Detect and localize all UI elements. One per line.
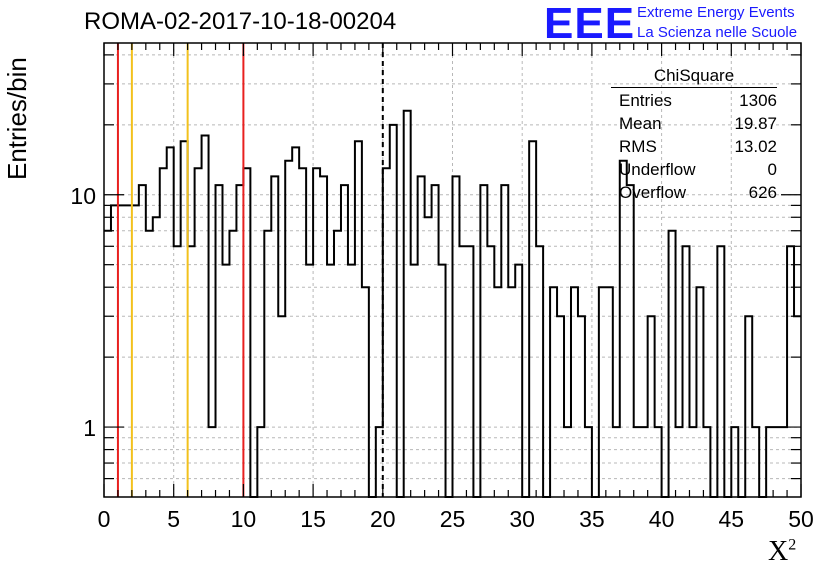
- y-axis-label: Entries/bin: [2, 57, 32, 180]
- stats-row-rms: RMS 13.02: [611, 135, 777, 158]
- stats-label: Overflow: [619, 183, 687, 202]
- stats-row-underflow: Underflow 0: [611, 158, 777, 181]
- stats-label: Mean: [619, 114, 662, 133]
- logo-line-2: La Scienza nelle Scuole: [637, 24, 798, 41]
- x-tick-label: 25: [440, 506, 466, 532]
- stats-row-overflow: Overflow 626: [611, 181, 777, 204]
- y-tick-label: 1: [83, 415, 96, 441]
- x-tick-label: 35: [579, 506, 605, 532]
- stats-value: 1306: [739, 91, 777, 110]
- x-tick-label: 20: [370, 506, 396, 532]
- stats-value: 19.87: [734, 114, 777, 133]
- x-axis-label: X2: [768, 536, 797, 567]
- x-tick-label: 50: [788, 506, 814, 532]
- stats-box-title: ChiSquare: [611, 66, 777, 88]
- x-tick-label: 10: [231, 506, 257, 532]
- x-tick-label: 5: [167, 506, 180, 532]
- x-tick-label: 30: [509, 506, 535, 532]
- stats-label: Entries: [619, 91, 672, 110]
- y-tick-label: 10: [70, 183, 96, 209]
- stats-value: 626: [748, 183, 777, 202]
- logo-line-1: Extreme Energy Events: [637, 4, 795, 21]
- stats-label: RMS: [619, 137, 657, 156]
- stats-value: 13.02: [734, 137, 777, 156]
- stats-row-mean: Mean 19.87: [611, 112, 777, 135]
- stats-row-entries: Entries 1306: [611, 89, 777, 112]
- eee-logo: EEE: [544, 0, 636, 48]
- x-tick-label: 40: [649, 506, 675, 532]
- x-tick-label: 15: [300, 506, 326, 532]
- stats-value: 0: [767, 160, 777, 179]
- x-tick-label: 0: [98, 506, 111, 532]
- stats-box: ChiSquare Entries 1306 Mean 19.87 RMS 13…: [611, 66, 777, 204]
- x-tick-label: 45: [719, 506, 745, 532]
- stats-label: Underflow: [619, 160, 696, 179]
- chart-title: ROMA-02-2017-10-18-00204: [84, 8, 397, 35]
